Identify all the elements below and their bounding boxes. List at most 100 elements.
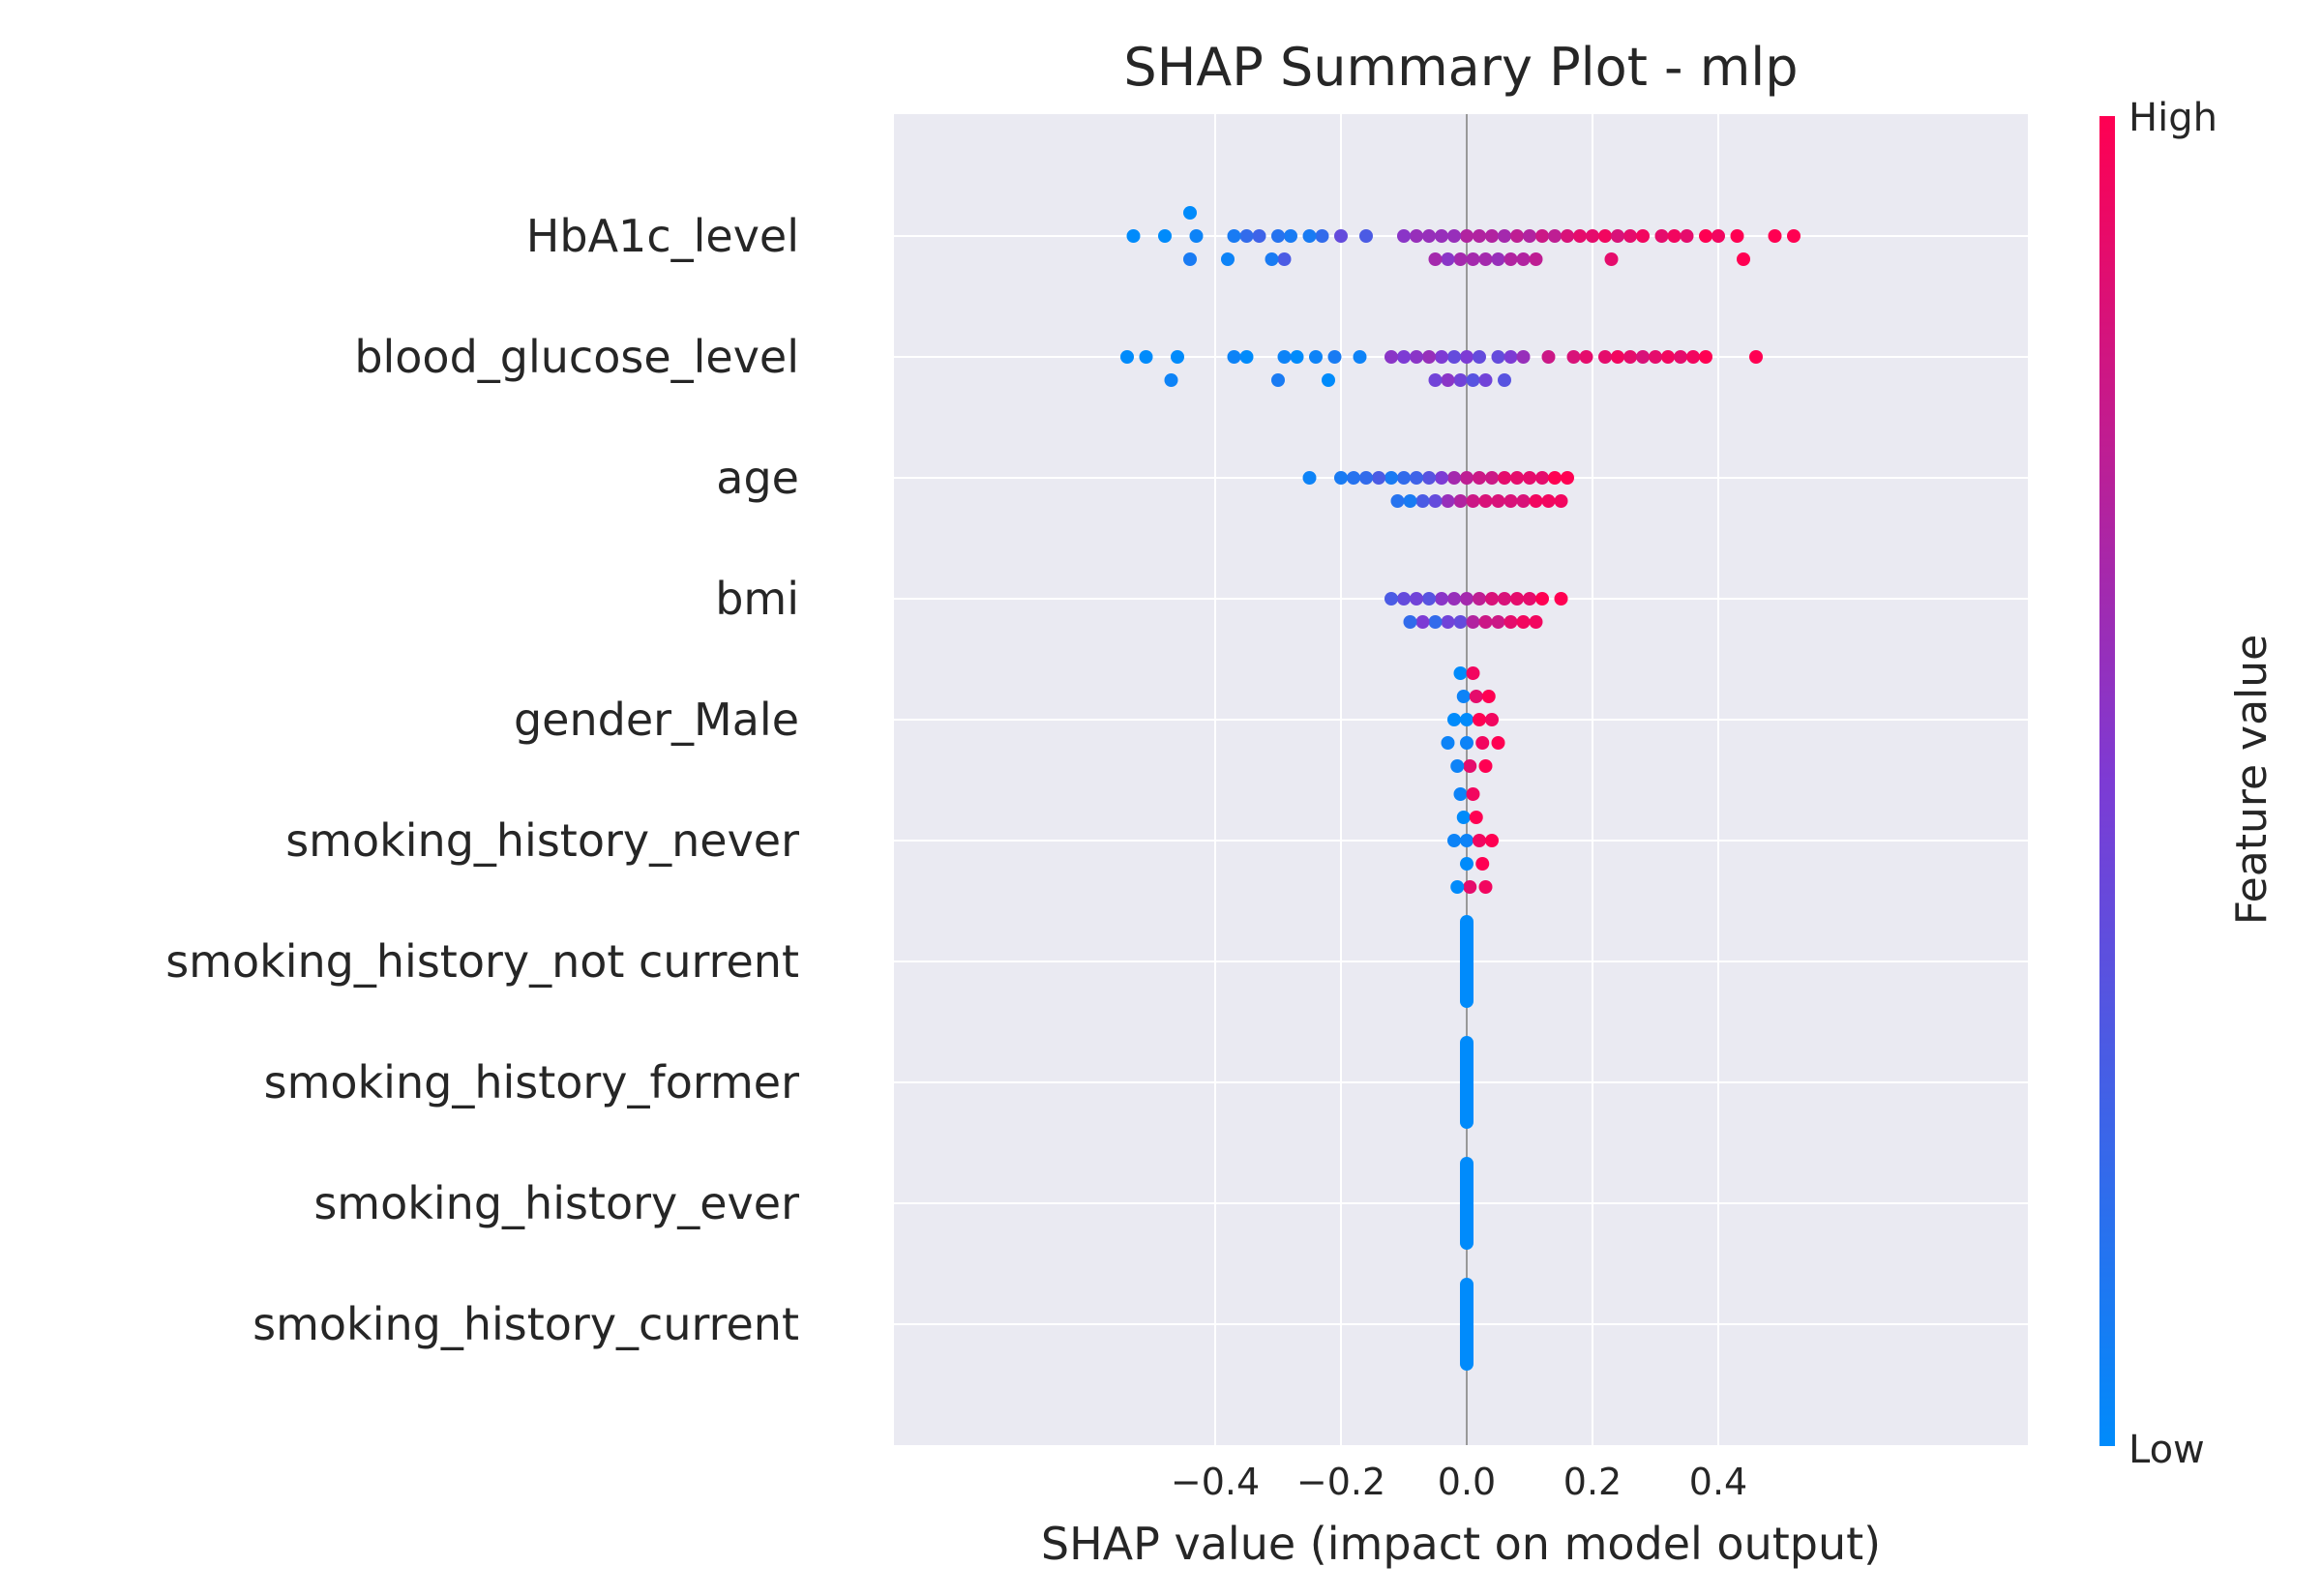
shap-point [1422,229,1436,243]
shap-point [1516,252,1531,266]
shap-point [1498,229,1511,243]
shap-point [1535,592,1549,606]
shap-point [1491,350,1505,364]
shap-point [1516,615,1531,629]
shap-point [1450,880,1465,894]
shap-point [1284,229,1297,243]
shap-point [1189,229,1204,243]
shap-point [1239,350,1254,364]
shap-point [1410,229,1423,243]
x-tick-label: 0.4 [1689,1461,1747,1503]
shap-point [1435,350,1448,364]
shap-point [1463,759,1477,773]
shap-point [1327,350,1342,364]
shap-point [1611,350,1624,364]
x-tick-label: 0.2 [1563,1461,1622,1503]
colorbar-low-label: Low [2128,1428,2205,1472]
shap-point [1654,229,1669,243]
shap-point [1469,690,1483,703]
shap-point [1561,229,1574,243]
shap-point [1523,229,1536,243]
shap-point [1441,736,1455,750]
shap-point [1598,350,1612,364]
shap-point [1485,834,1499,847]
shap-point [1523,471,1536,485]
shap-point [1469,811,1483,824]
shap-point [1450,759,1465,773]
shap-point [1460,713,1474,726]
shap-point [1164,373,1178,387]
colorbar-high-label: High [2128,96,2218,140]
shap-point [1397,471,1411,485]
shap-point-column [1460,1278,1474,1371]
shap-point [1271,373,1285,387]
feature-label: blood_glucose_level [354,331,799,383]
shap-point [1384,592,1398,606]
shap-point [1359,471,1373,485]
shap-point [1523,592,1536,606]
shap-point [1460,736,1474,750]
shap-point [1573,229,1587,243]
shap-point [1712,229,1725,243]
shap-point [1535,471,1549,485]
shap-point [1435,229,1448,243]
shap-point [1636,350,1650,364]
feature-label: HbA1c_level [526,210,799,262]
shap-point [1554,592,1568,606]
shap-point [1498,373,1511,387]
shap-point [1466,373,1480,387]
shap-point [1491,252,1505,266]
shap-point [1422,592,1436,606]
shap-point [1636,229,1650,243]
shap-point [1699,350,1712,364]
shap-point [1422,350,1436,364]
shap-point [1447,713,1461,726]
shap-point [1428,373,1443,387]
shap-point [1498,471,1511,485]
points-layer [1120,206,1801,1371]
shap-point [1491,736,1505,750]
shap-point [1473,713,1486,726]
shap-point [1478,759,1493,773]
shap-point [1541,350,1556,364]
shap-point [1447,592,1461,606]
shap-point [1447,471,1461,485]
shap-point [1485,713,1499,726]
shap-point [1453,615,1468,629]
shap-point [1390,494,1405,508]
shap-point [1478,494,1493,508]
shap-point [1541,494,1556,508]
x-tick-labels: −0.4 −0.2 0.0 0.2 0.4 [1171,1461,1747,1503]
shap-point [1485,229,1499,243]
shap-point [1548,229,1562,243]
shap-point [1460,592,1474,606]
shap-point [1787,229,1801,243]
shap-point [1586,229,1599,243]
shap-point [1510,471,1524,485]
shap-point [1271,229,1285,243]
shap-point [1510,592,1524,606]
shap-point [1441,615,1455,629]
shap-point [1183,252,1197,266]
shap-point [1503,350,1518,364]
shap-point-column [1460,915,1474,1008]
shap-point [1403,494,1417,508]
feature-label: smoking_history_former [264,1056,799,1108]
shap-point [1353,350,1367,364]
shap-point [1535,229,1549,243]
shap-point [1447,229,1461,243]
shap-point [1623,350,1637,364]
shap-point [1485,471,1499,485]
shap-point [1561,471,1574,485]
shap-point [1475,736,1490,750]
shap-point [1183,206,1197,220]
shap-point [1397,592,1411,606]
shap-point [1674,350,1687,364]
shap-point [1347,471,1360,485]
shap-point [1466,666,1480,680]
shap-point [1478,615,1493,629]
shap-point [1441,252,1455,266]
feature-label: age [716,452,799,504]
